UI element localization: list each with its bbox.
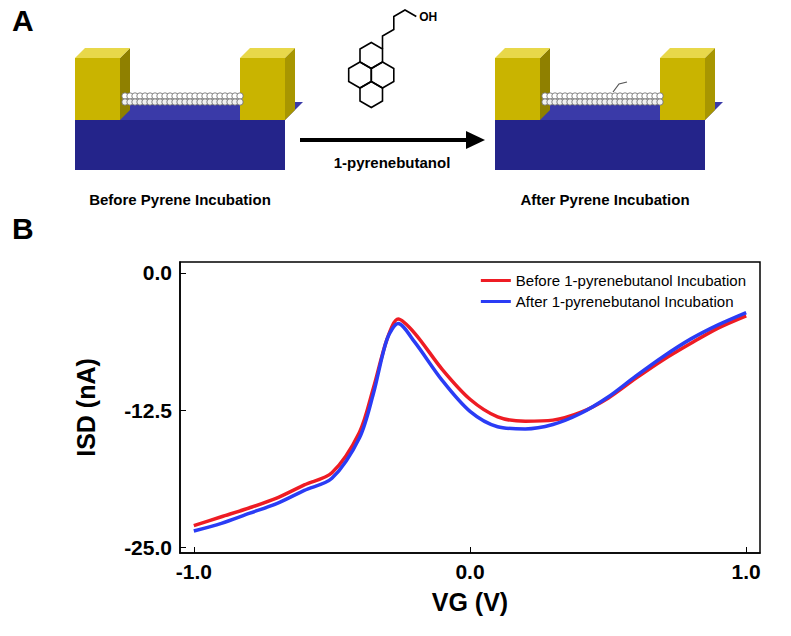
svg-text:0.0: 0.0: [455, 560, 484, 583]
svg-text:After 1-pyrenebutanol Incubati: After 1-pyrenebutanol Incubation: [516, 293, 734, 310]
svg-text:-12.5: -12.5: [124, 399, 172, 422]
svg-text:-25.0: -25.0: [124, 536, 172, 559]
svg-text:ISD (nA): ISD (nA): [72, 358, 100, 457]
svg-text:After Pyrene Incubation: After Pyrene Incubation: [520, 191, 689, 208]
html-text:A: A: [12, 4, 34, 37]
svg-text:0.0: 0.0: [143, 261, 172, 284]
svg-text:OH: OH: [419, 10, 437, 24]
svg-text:1.0: 1.0: [732, 560, 761, 583]
svg-text:-1.0: -1.0: [176, 560, 212, 583]
svg-text:Before Pyrene Incubation: Before Pyrene Incubation: [89, 191, 271, 208]
svg-text:VG (V): VG (V): [432, 588, 508, 616]
svg-text:Before 1-pyrenebutanol Incubat: Before 1-pyrenebutanol Incubation: [516, 272, 746, 289]
html-text:B: B: [12, 212, 34, 245]
svg-text:1-pyrenebutanol: 1-pyrenebutanol: [334, 154, 451, 171]
